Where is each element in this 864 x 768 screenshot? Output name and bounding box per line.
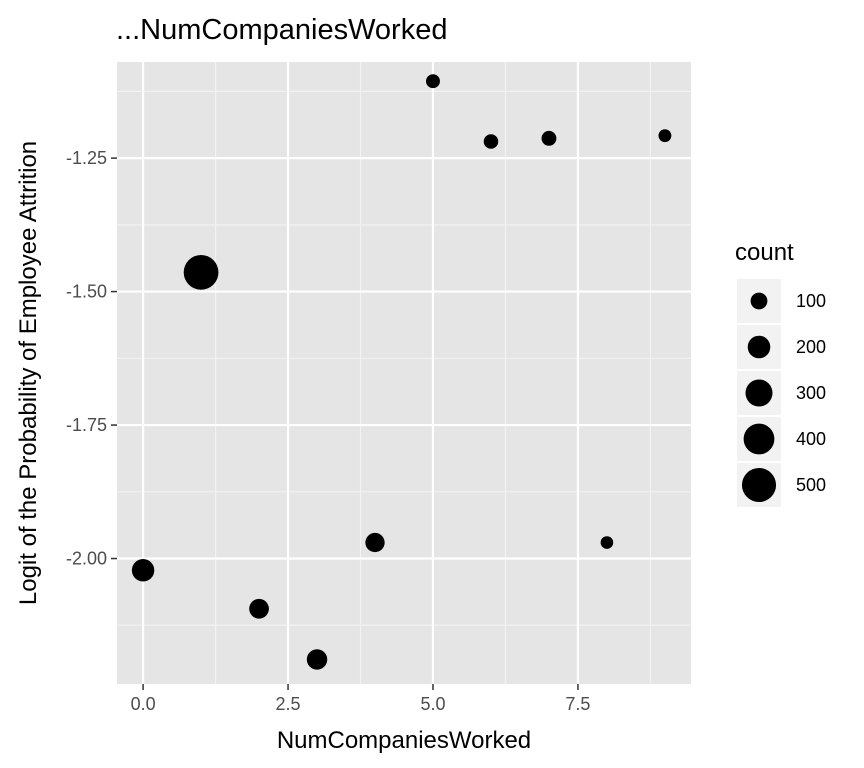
legend-key-circle — [745, 379, 773, 407]
data-point — [600, 536, 614, 549]
y-tick-label: -2.00 — [66, 549, 107, 569]
legend-key-circle — [741, 467, 777, 503]
legend-label: 400 — [796, 429, 826, 449]
size-legend: count 100 200 300 400 500 — [735, 239, 826, 507]
y-tick-label: -1.75 — [66, 415, 107, 435]
data-point — [131, 559, 155, 582]
legend-label: 300 — [796, 383, 826, 403]
data-point — [426, 74, 440, 89]
legend-key-circle — [743, 423, 775, 455]
y-axis-title: Logit of the Probability of Employee Att… — [15, 141, 42, 605]
x-axis-title: NumCompaniesWorked — [277, 727, 531, 754]
legend-label: 500 — [796, 475, 826, 495]
data-point — [658, 129, 672, 143]
data-point — [483, 134, 499, 149]
minor-gridlines — [117, 62, 691, 684]
y-axis: -1.25 -1.50 -1.75 -2.00 — [66, 148, 117, 569]
x-tick-label: 0.0 — [131, 694, 156, 714]
data-point — [541, 130, 557, 146]
x-tick-label: 2.5 — [276, 694, 301, 714]
x-axis: 0.0 2.5 5.0 7.5 — [131, 684, 590, 714]
data-point — [365, 532, 385, 553]
legend-label: 100 — [796, 291, 826, 311]
legend-label: 200 — [796, 337, 826, 357]
x-tick-label: 7.5 — [565, 694, 590, 714]
plot-panel — [117, 62, 691, 684]
data-point — [249, 598, 269, 619]
chart-title: ...NumCompaniesWorked — [116, 14, 447, 46]
data-points — [131, 74, 672, 670]
data-point — [306, 649, 328, 670]
legend-title: count — [735, 239, 794, 266]
data-point — [183, 254, 219, 290]
x-tick-label: 5.0 — [420, 694, 445, 714]
legend-key-circle — [747, 335, 771, 359]
legend-key-circle — [750, 292, 768, 310]
y-tick-label: -1.25 — [66, 148, 107, 168]
y-tick-label: -1.50 — [66, 282, 107, 302]
